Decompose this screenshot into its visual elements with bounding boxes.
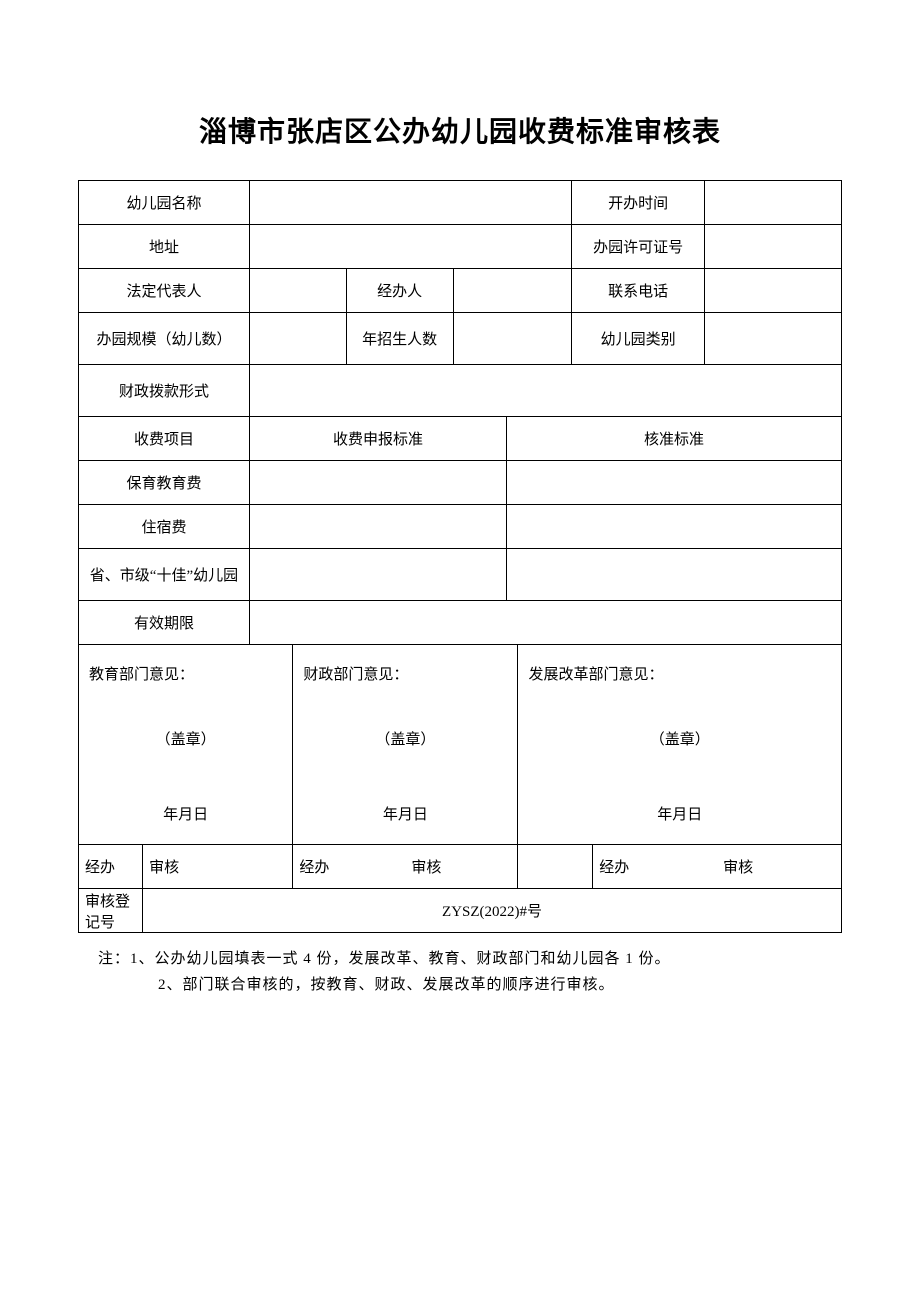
page-title: 淄博市张店区公办幼儿园收费标准审核表 [78, 110, 842, 150]
table-row: 经办 审核 经办 审核 经办 审核 [79, 845, 842, 889]
value-legal-rep [249, 269, 346, 313]
label-legal-rep: 法定代表人 [79, 269, 250, 313]
label-name: 幼儿园名称 [79, 181, 250, 225]
note-line-1: 注：1、公办幼儿园填表一式 4 份，发展改革、教育、财政部门和幼儿园各 1 份。 [98, 947, 842, 973]
table-row: 财政拨款形式 [79, 365, 842, 417]
label-declared-std: 收费申报标准 [249, 417, 506, 461]
value-lodging-approved [507, 505, 842, 549]
value-enroll [453, 313, 571, 365]
value-reg-no: ZYSZ(2022)#号 [143, 889, 842, 933]
value-edu-care-declared [249, 461, 506, 505]
value-category [705, 313, 842, 365]
label-dev-opinion: 发展改革部门意见： [528, 663, 831, 684]
label-phone: 联系电话 [571, 269, 705, 313]
label-scale: 办园规模（幼儿数） [79, 313, 250, 365]
label-top-ten: 省、市级“十佳”幼儿园 [79, 549, 250, 601]
sign-cell-2: 经办 审核 [293, 845, 518, 889]
label-reviewed-2: 审核 [405, 845, 517, 888]
sign-cell-3: 经办 审核 [593, 845, 842, 889]
table-row: 省、市级“十佳”幼儿园 [79, 549, 842, 601]
value-scale [249, 313, 346, 365]
value-finance-form [249, 365, 841, 417]
label-license: 办园许可证号 [571, 225, 705, 269]
date-dev: 年月日 [528, 803, 831, 824]
label-category: 幼儿园类别 [571, 313, 705, 365]
label-open-time: 开办时间 [571, 181, 705, 225]
label-finance-form: 财政拨款形式 [79, 365, 250, 417]
value-agent [453, 269, 571, 313]
label-handled-2: 经办 [293, 845, 405, 888]
label-reviewed-3: 审核 [717, 845, 841, 888]
value-valid-period [249, 601, 841, 645]
value-phone [705, 269, 842, 313]
table-row: 住宿费 [79, 505, 842, 549]
label-edu-care-fee: 保育教育费 [79, 461, 250, 505]
sign-gap [518, 845, 593, 889]
table-row: 收费项目 收费申报标准 核准标准 [79, 417, 842, 461]
label-lodging-fee: 住宿费 [79, 505, 250, 549]
table-row: 法定代表人 经办人 联系电话 [79, 269, 842, 313]
label-approved-std: 核准标准 [507, 417, 842, 461]
table-row: 有效期限 [79, 601, 842, 645]
label-valid-period: 有效期限 [79, 601, 250, 645]
label-handled-3: 经办 [593, 845, 717, 888]
table-row: 保育教育费 [79, 461, 842, 505]
table-row: 办园规模（幼儿数） 年招生人数 幼儿园类别 [79, 313, 842, 365]
date-edu: 年月日 [89, 803, 282, 824]
stamp-finance: （盖章） [303, 728, 507, 749]
value-lodging-declared [249, 505, 506, 549]
label-fee-item: 收费项目 [79, 417, 250, 461]
finance-opinion-cell: 财政部门意见： （盖章） 年月日 [293, 645, 518, 845]
footnotes: 注：1、公办幼儿园填表一式 4 份，发展改革、教育、财政部门和幼儿园各 1 份。… [78, 947, 842, 998]
stamp-edu: （盖章） [89, 728, 282, 749]
note-line-2: 2、部门联合审核的，按教育、财政、发展改革的顺序进行审核。 [98, 973, 842, 999]
stamp-dev: （盖章） [528, 728, 831, 749]
dev-opinion-cell: 发展改革部门意见： （盖章） 年月日 [518, 645, 842, 845]
label-reg-no: 审核登记号 [79, 889, 143, 933]
label-enroll: 年招生人数 [346, 313, 453, 365]
value-address [249, 225, 571, 269]
table-row: 幼儿园名称 开办时间 [79, 181, 842, 225]
edu-opinion-cell: 教育部门意见： （盖章） 年月日 [79, 645, 293, 845]
value-top-ten-approved [507, 549, 842, 601]
label-finance-opinion: 财政部门意见： [303, 663, 507, 684]
value-open-time [705, 181, 842, 225]
label-reviewed-1: 审核 [143, 845, 293, 889]
date-finance: 年月日 [303, 803, 507, 824]
label-handled-1: 经办 [79, 845, 143, 889]
table-row: 审核登记号 ZYSZ(2022)#号 [79, 889, 842, 933]
table-row: 教育部门意见： （盖章） 年月日 财政部门意见： （盖章） 年月日 发展改革部门… [79, 645, 842, 845]
label-agent: 经办人 [346, 269, 453, 313]
review-form-table: 幼儿园名称 开办时间 地址 办园许可证号 法定代表人 经办人 联系电话 办园规模… [78, 180, 842, 933]
table-row: 地址 办园许可证号 [79, 225, 842, 269]
value-top-ten-declared [249, 549, 506, 601]
label-edu-opinion: 教育部门意见： [89, 663, 282, 684]
value-license [705, 225, 842, 269]
label-address: 地址 [79, 225, 250, 269]
value-edu-care-approved [507, 461, 842, 505]
value-name [249, 181, 571, 225]
